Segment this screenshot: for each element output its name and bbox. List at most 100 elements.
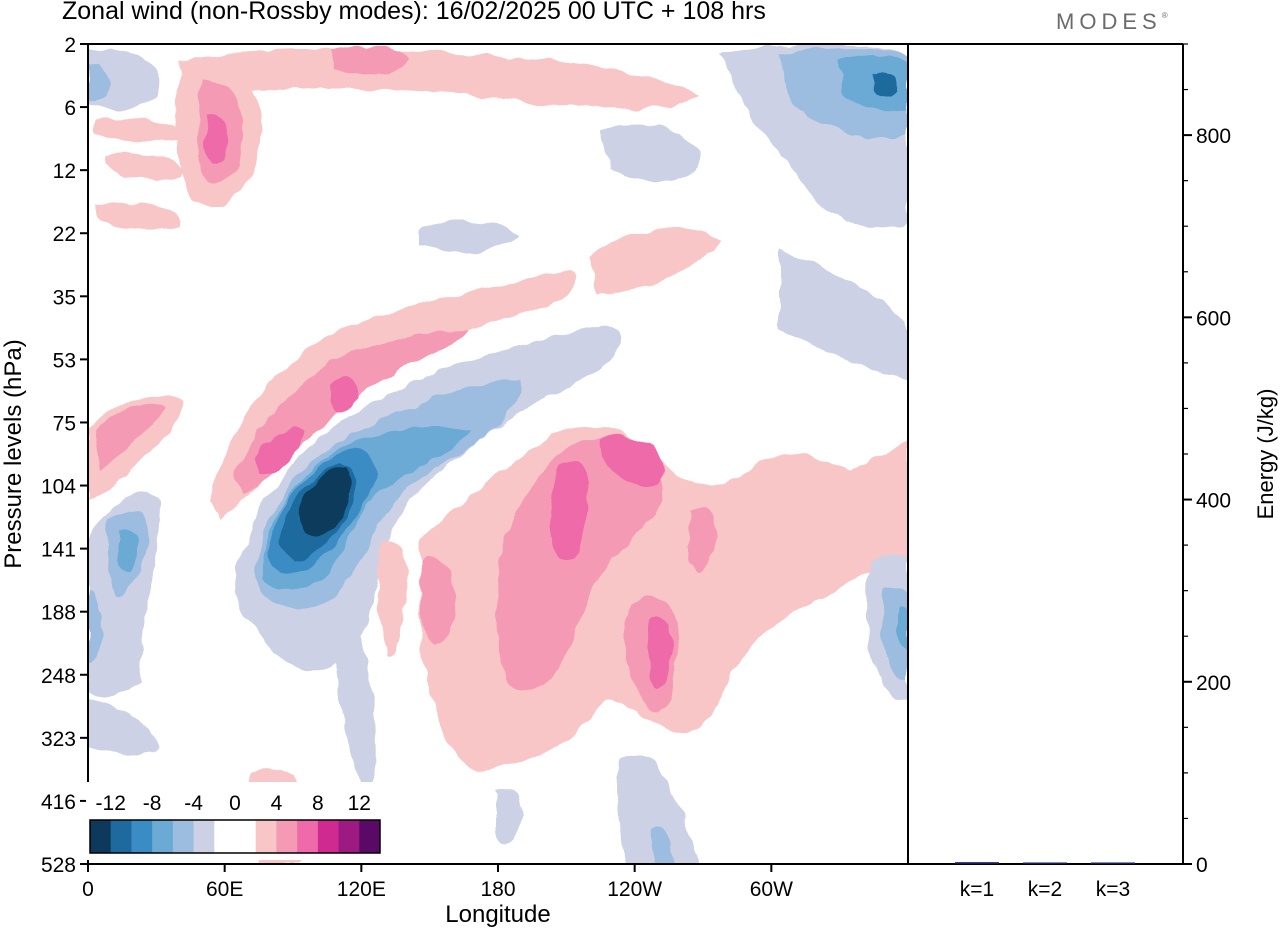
y-axis-label: Pressure levels (hPa) bbox=[0, 339, 27, 568]
contour-pos-mid-2 bbox=[500, 79, 586, 107]
y-tick-label: 248 bbox=[41, 665, 76, 688]
contour-neg-low-4 bbox=[650, 827, 674, 864]
contour-neg-low-2 bbox=[495, 786, 521, 844]
energy-category-label: k=2 bbox=[1028, 878, 1062, 901]
contour-pos-west-col-1 bbox=[377, 539, 406, 656]
energy-tick-label: 200 bbox=[1196, 672, 1231, 695]
modes-logo: MODES® bbox=[1056, 9, 1168, 35]
contour-pos-left-stripes-2 bbox=[105, 153, 182, 180]
colorbar-tick-label: 12 bbox=[348, 792, 371, 815]
y-tick-label: 104 bbox=[41, 476, 76, 499]
colorbar-tick-label: -8 bbox=[143, 792, 162, 815]
contour-pos-tilted-band-1 bbox=[210, 270, 577, 520]
contour-neg-low-3 bbox=[617, 754, 700, 864]
energy-tick-label: 800 bbox=[1196, 125, 1231, 148]
contour-neg-low-1 bbox=[330, 617, 376, 790]
contour-pos-west-col-2 bbox=[420, 557, 456, 644]
colorbar-tick-label: 0 bbox=[229, 792, 241, 815]
contour-pos-upperleft-3 bbox=[205, 114, 229, 163]
colorbar-swatch bbox=[152, 820, 174, 853]
colorbar-swatch bbox=[317, 820, 340, 853]
energy-category-label: k=1 bbox=[960, 878, 994, 901]
contour-pos-left-stripes-3 bbox=[95, 203, 182, 230]
colorbar-tick-label: -4 bbox=[184, 792, 203, 815]
colorbar-swatch bbox=[338, 820, 360, 853]
y-tick-label: 35 bbox=[53, 286, 76, 309]
logo-text: MODES bbox=[1056, 9, 1162, 34]
colorbar: -12 -8 -4 0 4 8 12 bbox=[86, 782, 388, 860]
y-tick-label: 12 bbox=[53, 160, 76, 183]
contour-neg-right-edge-3 bbox=[897, 608, 908, 651]
contour-neg-lower-left bbox=[88, 700, 160, 756]
contour-pos-tilted-band-2 bbox=[235, 330, 470, 495]
x-tick-label: 120E bbox=[337, 878, 386, 901]
contour-neg-top-left-2 bbox=[88, 64, 110, 102]
pressure-axis: 2 6 12 22 35 53 75 104 141 188 248 323 416 528 bbox=[41, 34, 88, 877]
energy-tick-label: 400 bbox=[1196, 490, 1231, 513]
energy-bar-k3 bbox=[1091, 862, 1135, 864]
contour-pos-mid-1 bbox=[590, 228, 720, 295]
y-tick-label: 188 bbox=[41, 602, 76, 625]
colorbar-frame bbox=[89, 819, 381, 854]
energy-bars: k=1 k=2 k=3 bbox=[955, 862, 1135, 901]
colorbar-swatch bbox=[172, 820, 195, 853]
energy-category-label: k=3 bbox=[1096, 878, 1130, 901]
longitude-axis: 0 60E 120E 180 120W 60W bbox=[82, 864, 793, 901]
contour-pos-left-stripes-1 bbox=[95, 118, 185, 143]
contour-pos-east-col-7 bbox=[688, 506, 716, 572]
y-tick-label: 2 bbox=[64, 34, 76, 57]
contour-neg-tilted-core-2 bbox=[300, 465, 351, 537]
colorbar-swatch bbox=[276, 820, 298, 853]
colorbar-swatch bbox=[359, 820, 381, 853]
contour-neg-mid-2 bbox=[420, 220, 520, 252]
colorbar-swatch bbox=[235, 820, 257, 853]
logo-registered-mark: ® bbox=[1161, 11, 1168, 20]
contour-neg-left-col-4 bbox=[88, 590, 102, 663]
y-tick-label: 6 bbox=[64, 97, 76, 120]
wind-contour-field bbox=[88, 44, 908, 864]
colorbar-swatch bbox=[90, 820, 112, 853]
contour-pos-tilted-core-1 bbox=[255, 428, 305, 475]
energy-bar-k1 bbox=[955, 862, 999, 864]
contour-pos-east-col-1 bbox=[420, 426, 908, 770]
contour-pos-east-col-2 bbox=[496, 438, 662, 691]
colorbar-swatch bbox=[131, 820, 153, 853]
contour-pos-east-col-3 bbox=[550, 459, 589, 561]
contour-pos-top-band bbox=[180, 49, 700, 109]
y-tick-label: 528 bbox=[41, 854, 76, 877]
contour-neg-right-strip bbox=[780, 250, 908, 380]
contour-neg-top-right-4 bbox=[872, 71, 899, 100]
chart-title: Zonal wind (non-Rossby modes): 16/02/202… bbox=[62, 0, 766, 25]
colorbar-swatch bbox=[255, 820, 277, 853]
x-tick-label: 60E bbox=[206, 878, 243, 901]
contour-pos-top-core bbox=[330, 45, 410, 75]
colorbar-tick-label: 4 bbox=[271, 792, 283, 815]
energy-tick-label: 600 bbox=[1196, 307, 1231, 330]
x-tick-label: 0 bbox=[82, 878, 94, 901]
contour-pos-east-col-6 bbox=[648, 616, 672, 691]
y-tick-label: 75 bbox=[53, 412, 76, 435]
colorbar-swatch bbox=[297, 820, 319, 853]
contour-pos-left-2 bbox=[95, 405, 165, 470]
colorbar-swatch bbox=[193, 820, 215, 853]
colorbar-swatch bbox=[110, 820, 132, 853]
y-tick-label: 323 bbox=[41, 728, 76, 751]
y-tick-label: 416 bbox=[41, 791, 76, 814]
y-tick-label: 22 bbox=[53, 223, 76, 246]
x-tick-label: 180 bbox=[480, 878, 515, 901]
contour-neg-mid-1 bbox=[600, 124, 700, 182]
colorbar-tick-label: 8 bbox=[312, 792, 324, 815]
y-tick-label: 53 bbox=[53, 349, 76, 372]
energy-axis-label: Energy (J/kg) bbox=[1253, 389, 1278, 520]
contour-neg-left-col-3 bbox=[118, 527, 137, 574]
energy-axis: 0 200 400 600 800 bbox=[1183, 43, 1231, 877]
x-tick-label: 60W bbox=[750, 878, 793, 901]
energy-bar-k2 bbox=[1023, 862, 1067, 864]
energy-tick-label: 0 bbox=[1196, 854, 1208, 877]
contour-pos-east-col-4 bbox=[599, 436, 665, 487]
colorbar-swatch bbox=[214, 820, 236, 853]
x-axis-label: Longitude bbox=[445, 901, 550, 928]
y-tick-label: 141 bbox=[41, 539, 76, 562]
colorbar-tick-label: -12 bbox=[96, 792, 126, 815]
